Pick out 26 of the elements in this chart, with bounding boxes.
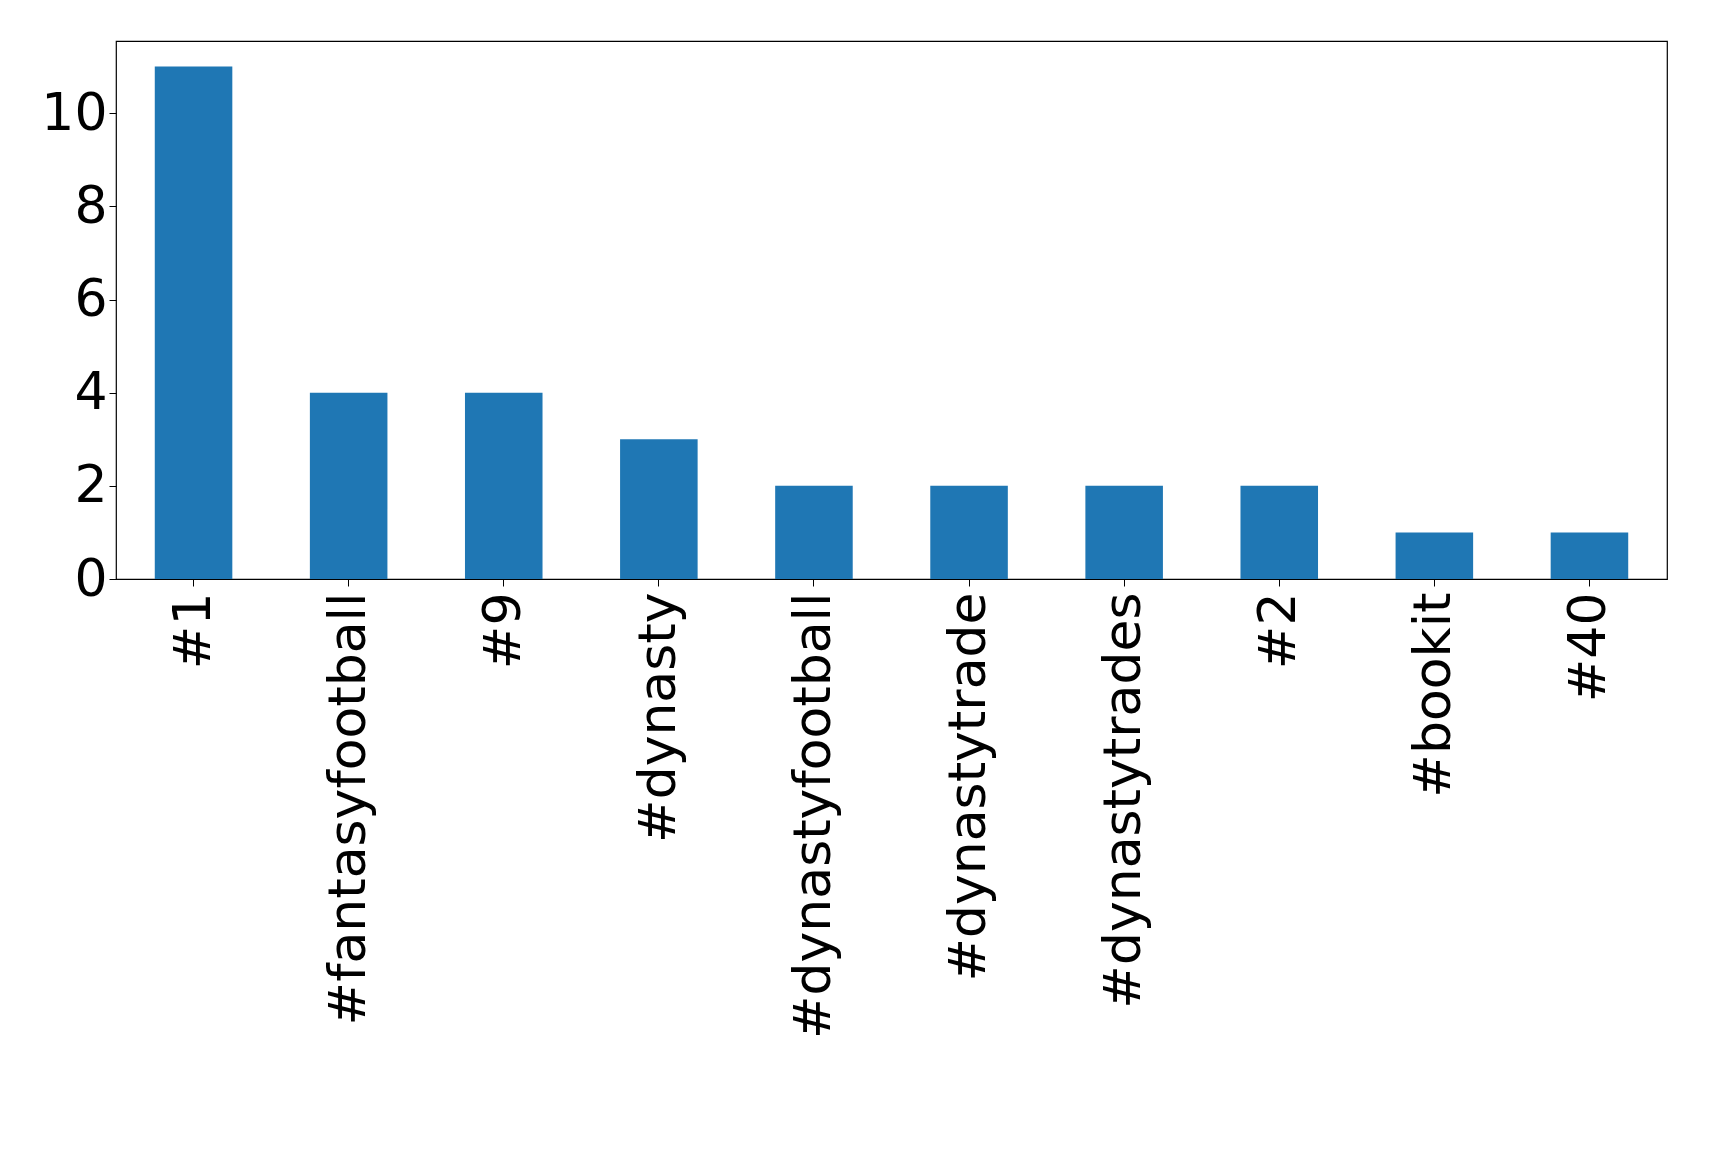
y-tick-label: 8 [74,174,108,235]
x-tick-label: #dynastyfootball [781,592,842,1040]
x-tick-label: #fantasyfootball [316,592,377,1026]
bar [1240,485,1319,579]
x-tick-label: #bookit [1402,592,1463,798]
x-tick-label: #40 [1557,592,1618,703]
x-tick-label: #2 [1247,592,1308,670]
x-tick-label: #dynasty [626,592,687,843]
bar [1550,532,1629,579]
x-tick-label: #1 [161,592,222,670]
y-tick-label: 2 [74,454,108,515]
bar [309,392,388,579]
x-tick-label: #9 [471,592,532,670]
bar [930,485,1008,579]
y-tick-label: 10 [41,81,108,142]
bar [1395,532,1474,579]
bar [775,485,853,579]
y-tick-label: 0 [74,547,108,608]
y-tick-label: 6 [74,268,108,329]
bar [464,392,543,579]
bar [1085,485,1163,579]
x-tick-label: #dynastytrade [937,592,998,982]
y-tick-label: 4 [74,361,108,422]
x-tick-label: #dynastytrades [1092,592,1153,1009]
bar [620,439,698,579]
bar [154,66,233,579]
